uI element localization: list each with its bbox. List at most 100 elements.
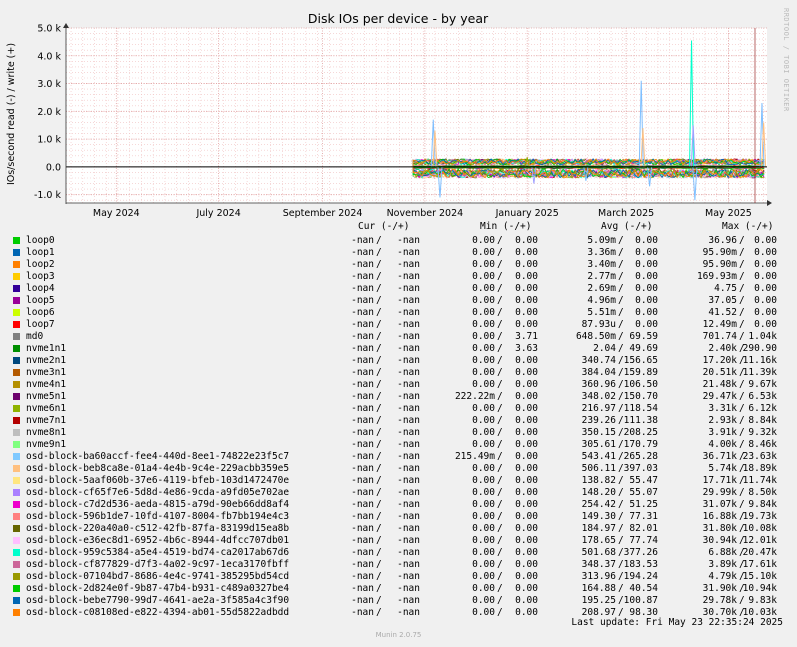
legend-swatch [13, 393, 20, 400]
legend-separator: / [376, 595, 382, 606]
legend-separator: / [376, 391, 382, 402]
legend-separator: / [497, 379, 503, 390]
legend-separator: / [739, 487, 745, 498]
legend-separator: / [739, 583, 745, 594]
legend-value-cur-write: -nan [397, 439, 420, 450]
legend-swatch [13, 549, 20, 556]
legend-separator: / [376, 583, 382, 594]
legend-value-avg-read: 543.41 [581, 451, 616, 462]
legend-separator: / [618, 283, 624, 294]
x-tick-label: January 2025 [495, 208, 559, 219]
legend-separator: / [376, 475, 382, 486]
legend-header-max: Max (-/+) [722, 221, 774, 232]
legend-value-cur-read: -nan [351, 271, 374, 282]
legend-separator: / [376, 607, 382, 618]
legend-separator: / [376, 331, 382, 342]
legend-value-max-write: 290.90 [742, 343, 777, 354]
legend-value-max-read: 95.90m [702, 247, 737, 258]
legend-value-min-read: 0.00 [472, 343, 495, 354]
legend-value-min-read: 0.00 [472, 463, 495, 474]
legend-separator: / [618, 475, 624, 486]
legend-value-avg-write: 194.24 [623, 571, 658, 582]
legend-row: loop5 -nan / -nan 0.00/0.00 4.96m/0.00 37.05/0… [0, 295, 797, 307]
legend-separator: / [497, 295, 503, 306]
legend-value-avg-read: 501.68 [581, 547, 616, 558]
x-tick-label: November 2024 [387, 208, 464, 219]
legend-value-min-read: 0.00 [472, 403, 495, 414]
legend-value-avg-write: 77.74 [629, 535, 658, 546]
x-tick-label: March 2025 [598, 208, 654, 219]
legend-series-name: osd-block-c08108ed-e822-4394-ab01-55d582… [26, 607, 290, 618]
legend-separator: / [739, 595, 745, 606]
legend-row: loop7 -nan / -nan 0.00/0.00 87.93u/0.00 12.49m… [0, 319, 797, 331]
legend-value-avg-write: 377.26 [623, 547, 658, 558]
legend-swatch [13, 489, 20, 496]
legend-series-name: osd-block-cf65f7e6-5d8d-4e86-9cda-a9fd05… [26, 487, 290, 498]
legend-value-avg-write: 0.00 [635, 307, 658, 318]
legend-series-name: osd-block-c7d2d536-aeda-4815-a79d-90eb66… [26, 499, 290, 510]
legend-swatch [13, 585, 20, 592]
legend-value-min-write: 0.00 [515, 583, 538, 594]
legend-value-min-write: 0.00 [515, 523, 538, 534]
legend-value-cur-write: -nan [397, 367, 420, 378]
legend-value-max-write: 9.84k [748, 499, 777, 510]
legend-series-name: nvme2n1 [26, 355, 67, 366]
legend-value-min-read: 0.00 [472, 523, 495, 534]
x-tick-label: May 2024 [93, 208, 140, 219]
legend-value-avg-read: 2.69m [587, 283, 616, 294]
legend-separator: / [739, 535, 745, 546]
legend-value-avg-read: 184.97 [581, 523, 616, 534]
legend-value-avg-read: 3.36m [587, 247, 616, 258]
legend-value-max-write: 11.74k [742, 475, 777, 486]
legend-value-avg-write: 55.07 [629, 487, 658, 498]
legend-separator: / [497, 487, 503, 498]
legend-separator: / [618, 451, 624, 462]
legend-value-cur-read: -nan [351, 511, 374, 522]
legend-value-cur-read: -nan [351, 499, 374, 510]
legend-series-name: loop2 [26, 259, 55, 270]
legend-separator: / [376, 523, 382, 534]
legend-value-avg-read: 164.88 [581, 583, 616, 594]
legend-value-min-write: 0.00 [515, 463, 538, 474]
legend-swatch [13, 405, 20, 412]
legend-swatch [13, 369, 20, 376]
legend-swatch [13, 249, 20, 256]
legend-row: nvme6n1 -nan / -nan 0.00/0.00 216.97/118.54 3.… [0, 403, 797, 415]
legend-swatch [13, 429, 20, 436]
spike-mark [690, 125, 696, 167]
legend-separator: / [618, 535, 624, 546]
legend-swatch [13, 321, 20, 328]
legend-value-max-read: 4.00k [708, 439, 737, 450]
legend-separator: / [739, 391, 745, 402]
legend-value-cur-write: -nan [397, 259, 420, 270]
legend-value-min-read: 0.00 [472, 307, 495, 318]
legend-series-name: nvme4n1 [26, 379, 67, 390]
legend-separator: / [376, 559, 382, 570]
legend-separator: / [497, 271, 503, 282]
legend-value-min-read: 0.00 [472, 607, 495, 618]
legend-series-name: loop1 [26, 247, 55, 258]
legend-separator: / [618, 523, 624, 534]
legend-value-cur-read: -nan [351, 463, 374, 474]
legend-swatch [13, 345, 20, 352]
legend-row: osd-block-e36ec8d1-6952-4b6c-8944-4dfcc7… [0, 535, 797, 547]
legend-swatch [13, 537, 20, 544]
legend-separator: / [376, 307, 382, 318]
legend-value-min-read: 0.00 [472, 511, 495, 522]
legend-series-name: nvme7n1 [26, 415, 67, 426]
legend-value-avg-read: 138.82 [581, 475, 616, 486]
legend-swatch [13, 309, 20, 316]
legend-value-cur-write: -nan [397, 415, 420, 426]
legend-value-min-write: 0.00 [515, 439, 538, 450]
legend-value-cur-write: -nan [397, 379, 420, 390]
legend-value-cur-read: -nan [351, 439, 374, 450]
legend-value-max-write: 0.00 [754, 271, 777, 282]
legend-separator: / [497, 583, 503, 594]
legend-value-cur-read: -nan [351, 487, 374, 498]
legend-header-cur: Cur (-/+) [358, 221, 410, 232]
legend-value-max-read: 29.99k [702, 487, 737, 498]
legend-value-cur-write: -nan [397, 559, 420, 570]
grid [66, 27, 767, 203]
legend-row: osd-block-cf877829-d7f3-4a02-9c97-1eca31… [0, 559, 797, 571]
legend-value-min-read: 0.00 [472, 235, 495, 246]
